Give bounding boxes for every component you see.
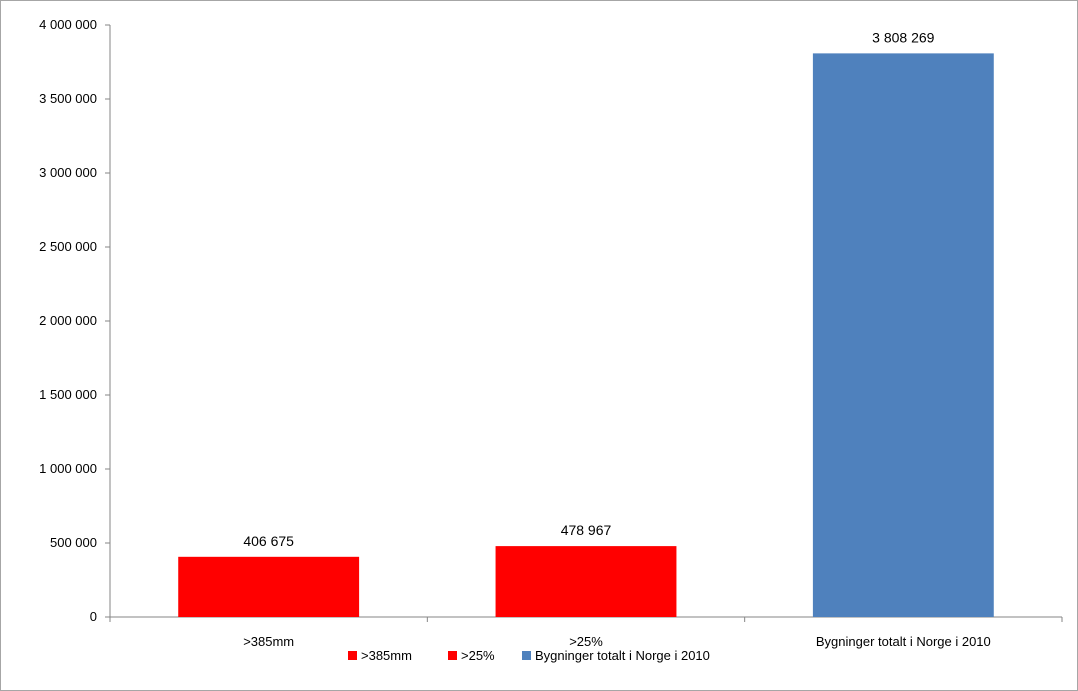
y-tick-label: 0 — [90, 609, 97, 624]
x-axis: >385mm >25% Bygninger totalt i Norge i 201… — [109, 616, 1063, 649]
y-tick-label: 500 000 — [50, 535, 97, 550]
y-tick-label: 2 000 000 — [39, 313, 97, 328]
legend-label: >385mm — [361, 648, 412, 663]
bar — [178, 556, 360, 617]
bars — [178, 53, 994, 618]
legend-label: Bygninger totalt i Norge i 2010 — [535, 648, 710, 663]
x-tick-label: Bygninger totalt i Norge i 2010 — [816, 634, 991, 649]
y-tick-label: 1 000 000 — [39, 461, 97, 476]
bar-value-label: 3 808 269 — [872, 29, 934, 45]
data-labels: 406 675 478 967 3 808 269 — [243, 29, 934, 548]
y-tick-label: 1 500 000 — [39, 387, 97, 402]
bar-value-label: 406 675 — [243, 533, 294, 549]
bar — [812, 53, 994, 618]
legend-swatch — [348, 651, 357, 660]
y-tick-label: 2 500 000 — [39, 239, 97, 254]
bar-value-label: 478 967 — [561, 522, 612, 538]
y-tick-label: 3 500 000 — [39, 91, 97, 106]
legend-swatch — [448, 651, 457, 660]
legend-swatch — [522, 651, 531, 660]
x-tick-label: >385mm — [243, 634, 294, 649]
y-tick-label: 4 000 000 — [39, 17, 97, 32]
x-tick-label: >25% — [569, 634, 603, 649]
legend: >385mm >25% Bygninger totalt i Norge i 201… — [348, 648, 710, 663]
bar — [495, 546, 677, 617]
y-axis: 0 500 000 1 000 000 1 500 000 2 000 000 2 500… — [39, 17, 111, 624]
y-tick-label: 3 000 000 — [39, 165, 97, 180]
legend-label: >25% — [461, 648, 495, 663]
